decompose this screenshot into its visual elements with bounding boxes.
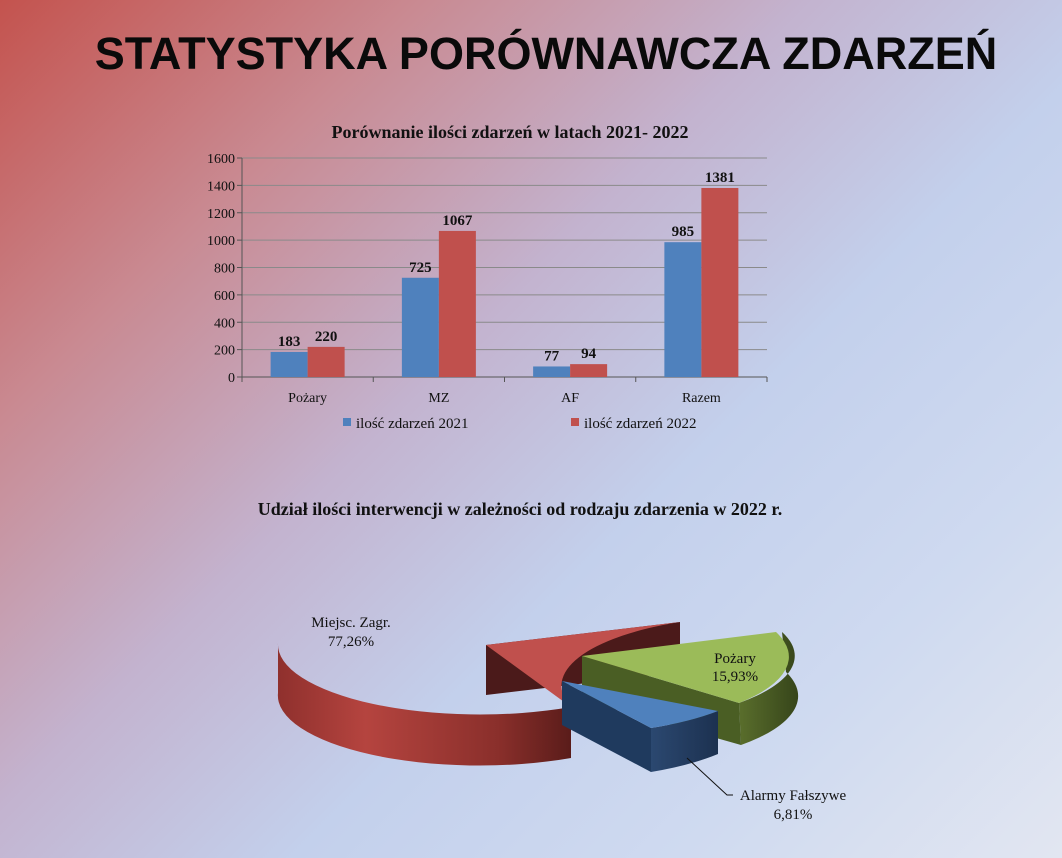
y-tick-label: 0 xyxy=(228,371,235,386)
bar xyxy=(533,366,571,377)
pie-slice-miejsc-zagr xyxy=(277,622,680,766)
data-label: 1067 xyxy=(442,213,473,229)
y-tick-label: 200 xyxy=(214,344,235,359)
pie-label-alarmy-value: 6,81% xyxy=(774,807,813,823)
slide-title: STATYSTYKA PORÓWNAWCZA ZDARZEŃ xyxy=(94,28,998,79)
data-label: 725 xyxy=(409,260,432,276)
data-label: 220 xyxy=(315,329,338,345)
x-tick-label: AF xyxy=(561,391,579,406)
y-tick-label: 1600 xyxy=(207,152,235,167)
data-label: 985 xyxy=(672,224,695,240)
bar xyxy=(307,346,345,377)
bar-chart-title: Porównanie ilości zdarzeń w latach 2021-… xyxy=(332,122,689,142)
pie-slice-alarmy-falszywe xyxy=(562,681,718,772)
x-tick-label: MZ xyxy=(428,391,449,406)
y-tick-label: 1400 xyxy=(207,179,235,194)
data-label: 94 xyxy=(581,346,597,362)
bar xyxy=(701,187,739,377)
pie-label-pozary-value: 15,93% xyxy=(712,669,758,685)
legend-swatch-2022 xyxy=(571,418,579,426)
y-tick-label: 600 xyxy=(214,289,235,304)
legend-label-2021: ilość zdarzeń 2021 xyxy=(356,416,468,432)
pie-slice-pozary xyxy=(582,632,799,745)
pie-label-miejsc-zagr-name: Miejsc. Zagr. xyxy=(311,615,391,631)
legend-label-2022: ilość zdarzeń 2022 xyxy=(584,416,696,432)
data-label: 77 xyxy=(544,348,560,364)
pie-chart-title: Udział ilości interwencji w zależności o… xyxy=(258,499,782,519)
pie-label-pozary-name: Pożary xyxy=(714,651,756,667)
bar xyxy=(438,230,476,377)
legend-swatch-2021 xyxy=(343,418,351,426)
x-tick-label: Pożary xyxy=(288,391,327,406)
y-tick-label: 400 xyxy=(214,316,235,331)
x-tick-label: Razem xyxy=(682,391,721,406)
y-tick-label: 1200 xyxy=(207,207,235,222)
y-tick-label: 1000 xyxy=(207,234,235,249)
bar-chart: Porównanie ilości zdarzeń w latach 2021-… xyxy=(207,122,768,432)
bar xyxy=(570,364,608,377)
data-label: 183 xyxy=(278,334,301,350)
legend: ilość zdarzeń 2021 ilość zdarzeń 2022 xyxy=(343,416,696,432)
pie-label-alarmy-name: Alarmy Fałszywe xyxy=(740,788,847,804)
pie-label-miejsc-zagr-value: 77,26% xyxy=(328,634,374,650)
data-label: 1381 xyxy=(705,170,735,186)
y-tick-label: 800 xyxy=(214,262,235,277)
bar xyxy=(270,351,308,377)
bar xyxy=(664,242,702,377)
bar xyxy=(401,277,439,377)
pie-leader-line xyxy=(686,757,733,796)
